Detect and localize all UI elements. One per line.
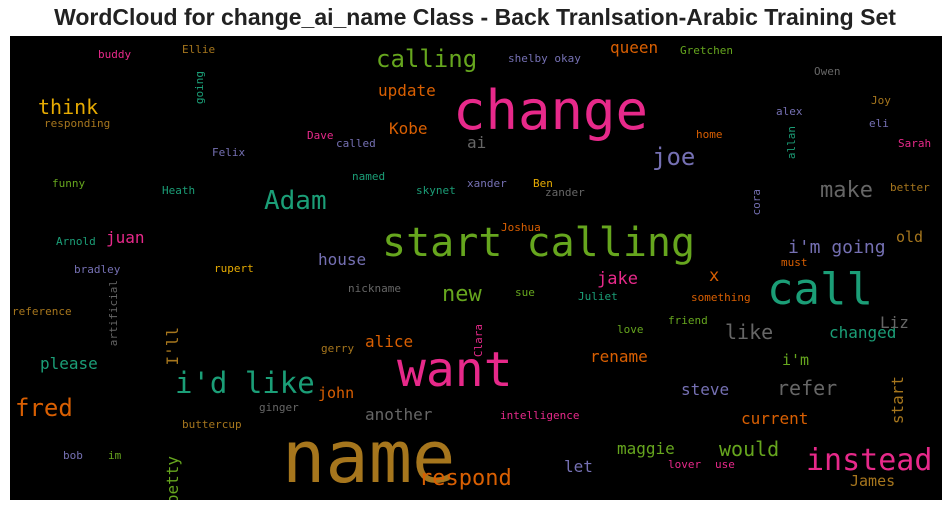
word-2: want [397, 342, 513, 398]
word-3: start calling [382, 220, 696, 266]
word-5: i'd like [175, 366, 315, 400]
word-27: please [40, 354, 98, 373]
word-82: Sarah [898, 137, 932, 150]
word-23: ai [467, 133, 487, 152]
word-18: would [719, 437, 780, 461]
word-76: Owen [814, 65, 841, 78]
word-64: Ben [533, 177, 553, 190]
word-47: responding [44, 117, 111, 130]
word-62: skynet [416, 184, 456, 197]
word-68: sue [515, 286, 535, 299]
word-41: start [888, 376, 907, 425]
word-74: shelby okay [508, 52, 581, 65]
word-57: bob [63, 449, 83, 462]
word-12: make [820, 178, 873, 203]
word-35: john [318, 384, 355, 402]
word-67: nickname [348, 282, 401, 295]
word-46: going [193, 71, 206, 105]
word-59: Dave [307, 129, 334, 142]
word-38: i'm [782, 351, 810, 369]
word-cloud: name change want start calling call i'd like i… [10, 36, 942, 500]
word-55: artificial [107, 280, 120, 347]
word-51: Arnold [56, 235, 96, 248]
word-70: Clara [472, 324, 485, 358]
word-8: joe [652, 143, 696, 171]
word-34: let [564, 457, 593, 476]
word-60: called [336, 137, 376, 150]
word-6: instead [806, 443, 933, 478]
word-79: eli [869, 117, 889, 130]
word-21: update [378, 81, 436, 100]
word-88: love [617, 323, 644, 336]
word-9: fred [15, 394, 73, 422]
word-29: steve [681, 380, 730, 399]
word-45: Ellie [182, 43, 216, 56]
word-26: another [365, 405, 433, 424]
word-50: Heath [162, 184, 196, 197]
word-31: changed [829, 323, 897, 342]
word-7: Adam [264, 186, 327, 216]
word-87: friend [668, 314, 708, 327]
word-24: house [318, 250, 367, 269]
word-15: i'm going [788, 237, 886, 258]
word-75: Gretchen [680, 44, 733, 57]
word-77: Joy [871, 94, 891, 107]
word-0: name [282, 415, 456, 499]
word-72: ginger [259, 401, 299, 414]
word-48: Felix [212, 146, 246, 159]
word-84: cora [750, 189, 763, 216]
word-20: queen [610, 38, 659, 57]
word-22: Kobe [389, 119, 428, 138]
word-86: something [691, 291, 751, 304]
word-1: change [453, 79, 649, 142]
word-90: use [715, 458, 735, 471]
word-56: buttercup [182, 418, 242, 431]
word-49: funny [52, 177, 86, 190]
word-81: home [696, 128, 723, 141]
word-69: Juliet [578, 290, 618, 303]
word-71: gerry [321, 342, 355, 355]
word-78: alex [776, 105, 803, 118]
word-14: think [38, 95, 99, 119]
word-11: respond [419, 466, 512, 491]
word-36: Liz [880, 313, 909, 332]
word-37: old [896, 228, 924, 246]
word-61: named [352, 170, 386, 183]
word-73: intelligence [500, 409, 580, 422]
word-85: must [781, 256, 808, 269]
chart-title: WordCloud for change_ai_name Class - Bac… [54, 4, 896, 30]
word-40: x [709, 266, 720, 286]
word-66: Joshua [501, 221, 541, 234]
word-25: alice [365, 332, 414, 351]
word-10: calling [376, 45, 478, 73]
word-42: I'll [163, 327, 182, 366]
word-17: refer [777, 376, 838, 400]
word-30: current [741, 409, 809, 428]
word-58: im [108, 449, 122, 462]
word-39: James [850, 472, 896, 490]
word-80: allan [785, 126, 798, 160]
word-19: jake [597, 269, 638, 289]
word-43: betty [163, 456, 182, 500]
word-63: xander [467, 177, 507, 190]
word-44: buddy [98, 48, 132, 61]
word-4: call [767, 264, 873, 315]
word-28: juan [106, 228, 145, 247]
word-16: like [725, 320, 774, 344]
word-53: rupert [214, 262, 254, 275]
word-54: reference [12, 305, 72, 318]
word-65: zander [545, 186, 585, 199]
word-13: new [442, 282, 482, 307]
word-89: lover [668, 458, 702, 471]
word-32: rename [590, 347, 648, 366]
word-52: bradley [74, 263, 121, 276]
word-33: maggie [617, 439, 675, 458]
word-83: better [890, 181, 930, 194]
